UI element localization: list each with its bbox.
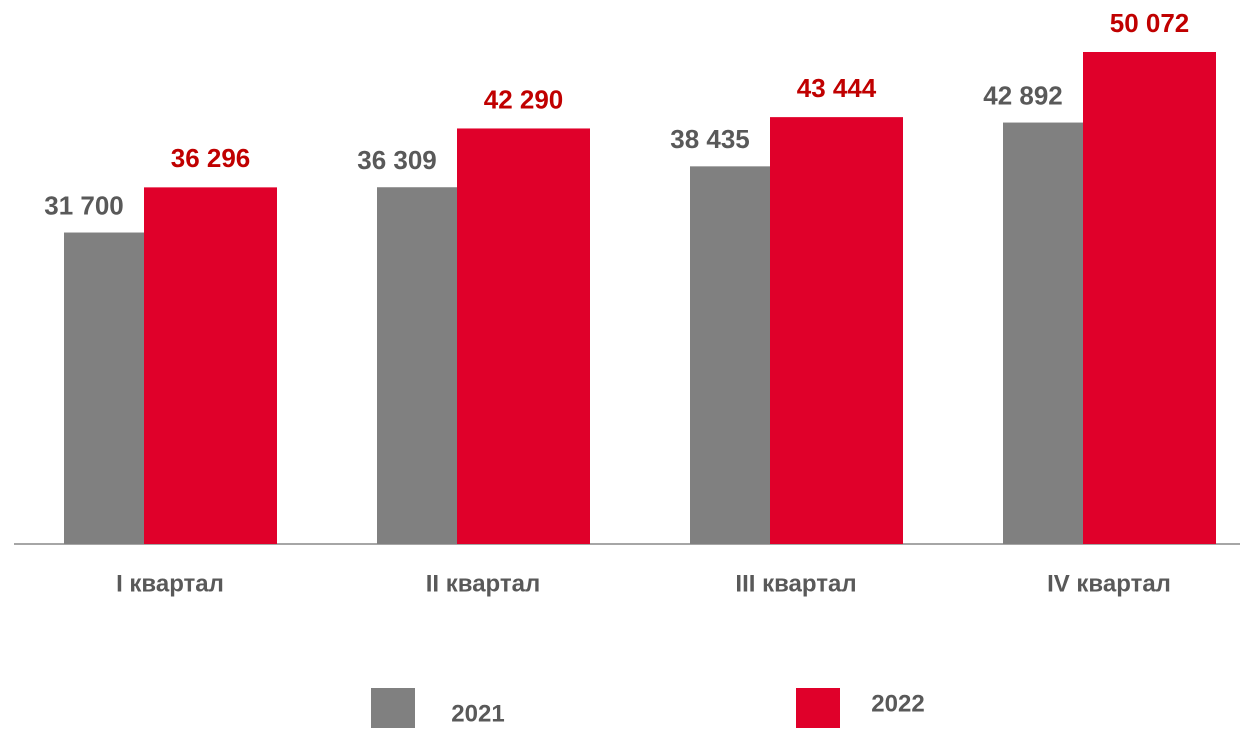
x-tick-label: I квартал — [116, 570, 224, 597]
bar — [770, 117, 903, 545]
data-label: 36 296 — [171, 143, 251, 173]
x-tick-label: II квартал — [426, 570, 541, 597]
bar — [64, 232, 144, 545]
bar — [377, 187, 457, 544]
legend-label: 2021 — [451, 700, 504, 727]
legend-label: 2022 — [871, 690, 924, 717]
legend-swatch — [371, 688, 415, 728]
bar — [1083, 52, 1216, 544]
data-label: 43 444 — [797, 73, 877, 103]
data-label: 38 435 — [670, 124, 750, 154]
bar — [144, 187, 277, 545]
data-label: 42 290 — [484, 84, 564, 114]
bar — [690, 166, 770, 544]
x-tick-label: IV квартал — [1047, 570, 1171, 597]
data-label: 31 700 — [44, 190, 124, 220]
data-label: 50 072 — [1110, 8, 1190, 38]
data-label: 36 309 — [357, 145, 437, 175]
x-tick-label: III квартал — [735, 570, 856, 597]
legend-swatch — [796, 688, 840, 728]
bar — [1003, 122, 1083, 544]
bar — [457, 128, 590, 544]
data-label: 42 892 — [983, 80, 1063, 110]
